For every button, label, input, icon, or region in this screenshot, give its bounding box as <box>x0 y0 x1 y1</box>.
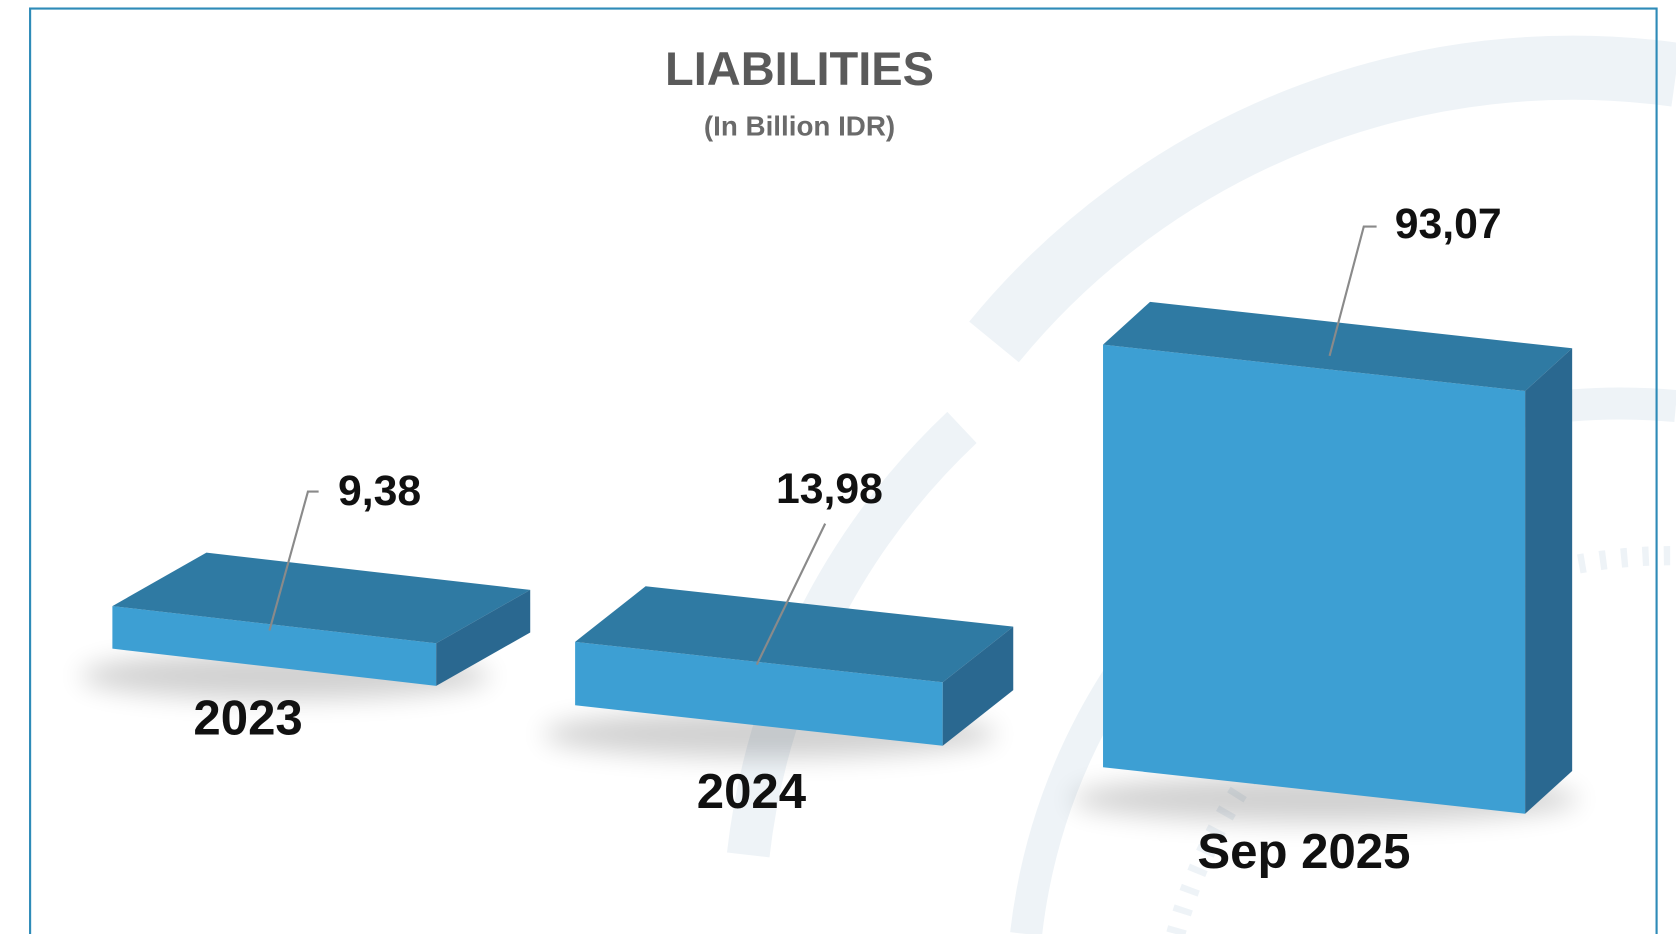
data-label: 13,98 <box>776 465 883 513</box>
bar-side <box>942 626 1014 746</box>
bar-front <box>112 606 437 686</box>
leader-line <box>268 490 319 631</box>
x-tick-label: 2023 <box>193 691 302 745</box>
bar-top <box>575 586 1014 683</box>
bar-front <box>1103 344 1526 814</box>
bar <box>575 586 1014 746</box>
bar-top <box>1103 301 1573 392</box>
bar <box>112 552 531 686</box>
data-label: 93,07 <box>1395 200 1502 248</box>
bar-front <box>575 641 943 746</box>
bar-top <box>112 552 531 644</box>
chart-subtitle: (In Billion IDR) <box>704 111 895 142</box>
leader-line <box>755 523 827 666</box>
bar <box>1103 301 1573 814</box>
x-tick-label: Sep 2025 <box>1197 825 1410 879</box>
data-label: 9,38 <box>338 467 421 515</box>
bar-side <box>1525 348 1573 814</box>
chart-title: LIABILITIES <box>665 42 934 95</box>
frame <box>29 7 1658 934</box>
leader-line <box>1328 225 1377 357</box>
bar-side <box>436 589 531 686</box>
x-tick-label: 2024 <box>697 765 807 819</box>
